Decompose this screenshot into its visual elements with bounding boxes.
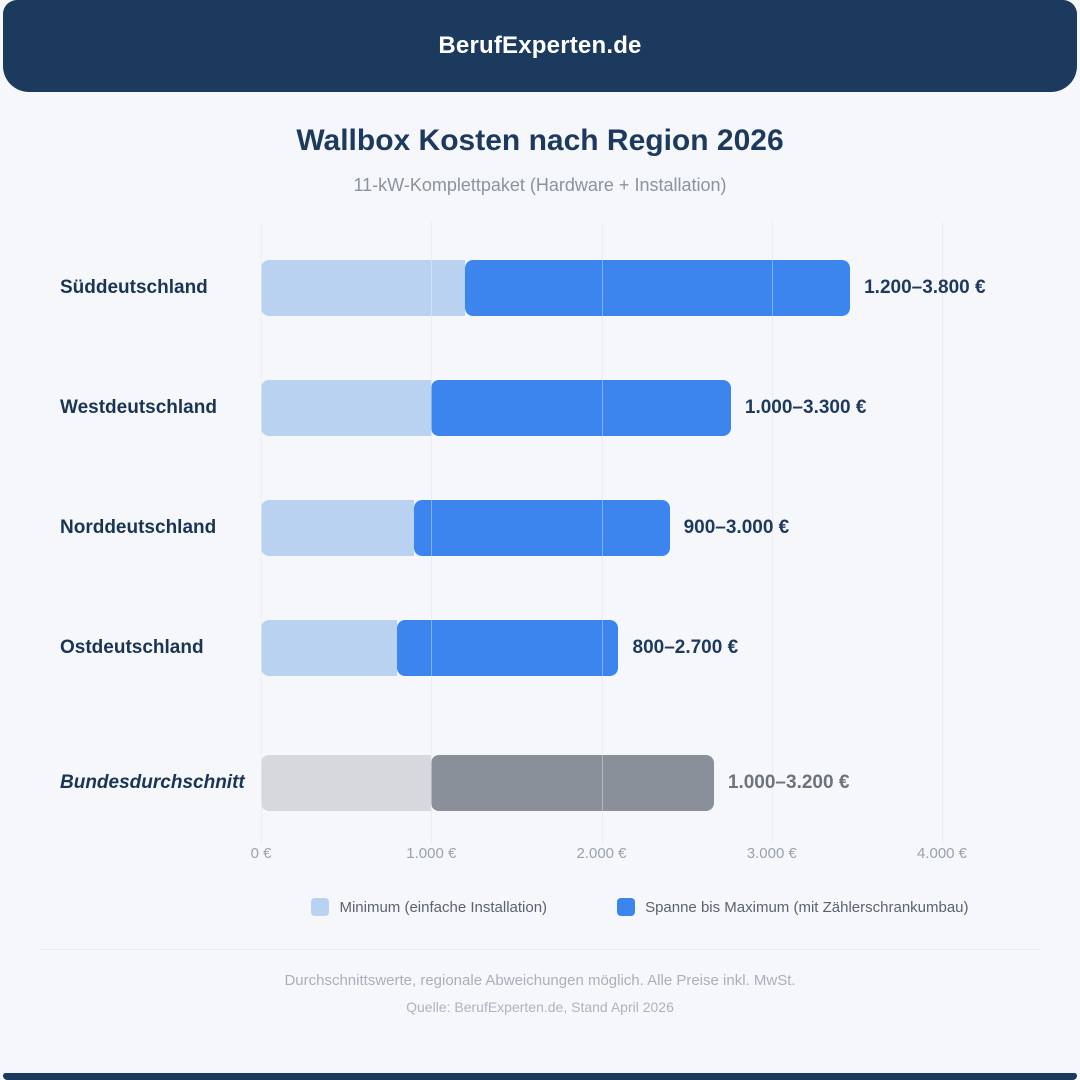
category-label: Ostdeutschland [60, 637, 204, 658]
legend-item: Minimum (einfache Installation) [311, 898, 547, 916]
category-label: Bundesdurchschnitt [60, 772, 245, 793]
gridline [771, 222, 773, 845]
legend-item: Spanne bis Maximum (mit Zählerschrankumb… [617, 898, 969, 916]
bar-max-segment [465, 260, 851, 316]
gridline [601, 222, 603, 845]
value-label: 900–3.000 € [683, 517, 790, 538]
bar-max-segment [431, 380, 731, 436]
value-label: 1.000–3.200 € [727, 772, 850, 793]
brand-logo-text: BerufExperten.de [438, 32, 642, 59]
x-axis-tick-label: 4.000 € [916, 845, 968, 862]
x-axis-tick-label: 0 € [250, 845, 272, 862]
value-label: 1.200–3.800 € [864, 277, 986, 298]
legend-label: Spanne bis Maximum (mit Zählerschrankumb… [645, 898, 969, 916]
legend-label: Minimum (einfache Installation) [339, 898, 548, 916]
gridline [771, 222, 773, 845]
bar-min-segment [261, 755, 432, 811]
header-bar: BerufExperten.de [3, 0, 1077, 92]
legend-swatch [311, 898, 330, 916]
legend: Minimum (einfache Installation) Spanne bi… [240, 898, 1040, 916]
gridline [942, 222, 943, 845]
bottom-accent-bar [3, 1073, 1077, 1080]
bar-max-segment [414, 500, 670, 556]
x-axis-tick-label: 3.000 € [746, 845, 797, 862]
category-label: Westdeutschland [60, 397, 217, 418]
bar-min-segment [261, 260, 466, 316]
category-label: Süddeutschland [60, 277, 208, 298]
bar-min-segment [261, 500, 415, 556]
bar-min-segment [261, 620, 398, 676]
bar-max-segment [397, 620, 619, 676]
gridline [431, 222, 433, 845]
value-label: 800–2.700 € [632, 637, 739, 658]
bar-min-segment [261, 380, 432, 436]
source-note: Quelle: BerufExperten.de, Stand April 20… [406, 999, 674, 1015]
gridline [261, 222, 262, 845]
gridline [942, 222, 943, 845]
chart-title: Wallbox Kosten nach Region 2026 [296, 124, 784, 157]
value-label: 1.000–3.300 € [744, 397, 867, 418]
footnote: Durchschnittswerte, regionale Abweichung… [284, 972, 796, 989]
divider [40, 949, 1040, 950]
category-label: Norddeutschland [60, 517, 217, 538]
x-axis-tick-label: 1.000 € [406, 845, 457, 862]
bar-max-segment [431, 755, 714, 811]
chart-subtitle: 11-kW-Komplettpaket (Hardware + Installa… [353, 175, 727, 195]
legend-swatch [617, 898, 636, 916]
x-axis-tick-label: 2.000 € [576, 845, 627, 862]
